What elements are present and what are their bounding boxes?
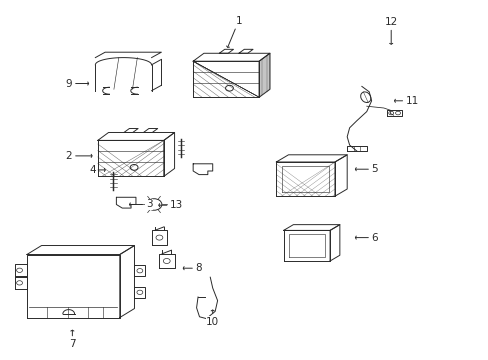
Text: 11: 11 [394, 96, 418, 106]
Circle shape [17, 268, 22, 273]
Circle shape [137, 269, 142, 273]
Bar [134, 287, 145, 298]
Circle shape [17, 281, 22, 285]
Text: 9: 9 [65, 78, 88, 89]
Circle shape [137, 290, 142, 294]
Text: 10: 10 [206, 310, 219, 327]
Text: 8: 8 [183, 263, 202, 273]
Circle shape [163, 258, 170, 264]
Text: 12: 12 [384, 17, 397, 44]
Text: 3: 3 [129, 199, 152, 210]
Ellipse shape [360, 92, 370, 103]
Text: 7: 7 [69, 330, 76, 349]
Circle shape [130, 165, 138, 170]
Bar [134, 265, 145, 276]
Text: 6: 6 [355, 233, 378, 243]
Text: 2: 2 [65, 151, 92, 161]
Text: 1: 1 [226, 16, 242, 47]
Circle shape [395, 111, 400, 115]
Circle shape [388, 111, 393, 115]
Text: 5: 5 [355, 164, 378, 174]
Circle shape [146, 199, 162, 210]
Text: 13: 13 [159, 200, 183, 210]
Circle shape [156, 235, 163, 240]
Circle shape [225, 85, 233, 91]
Text: 4: 4 [89, 165, 105, 175]
